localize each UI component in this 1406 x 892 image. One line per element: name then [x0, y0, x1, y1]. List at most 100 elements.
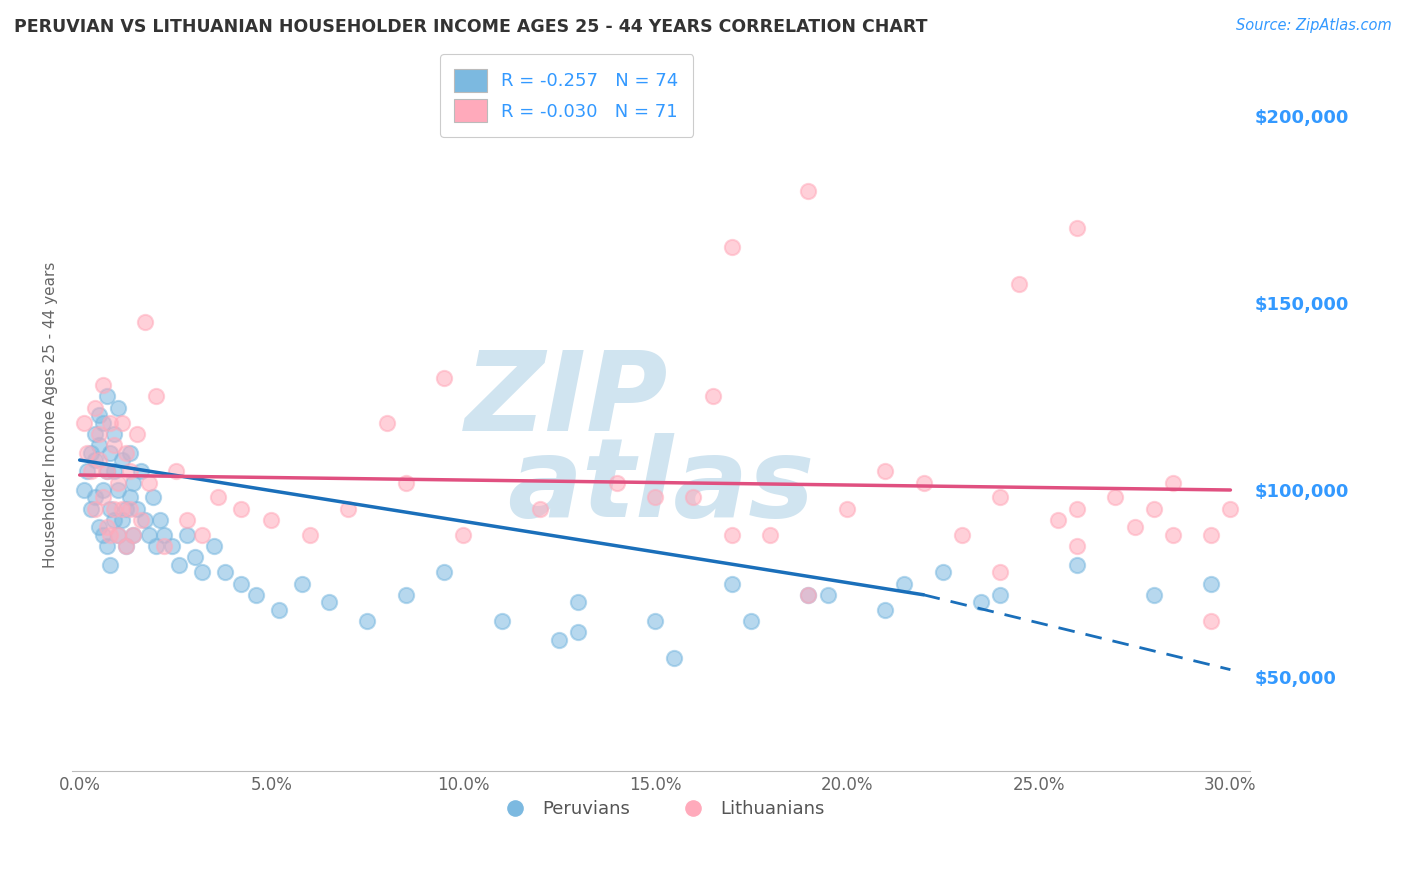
Point — [145, 389, 167, 403]
Point — [1161, 475, 1184, 490]
Point — [103, 464, 125, 478]
Point — [932, 566, 955, 580]
Point — [169, 558, 191, 572]
Point — [87, 408, 110, 422]
Point — [142, 491, 165, 505]
Point — [720, 240, 742, 254]
Point — [111, 513, 134, 527]
Point — [318, 595, 340, 609]
Point — [87, 426, 110, 441]
Point — [107, 401, 129, 415]
Point — [145, 539, 167, 553]
Point — [72, 483, 94, 497]
Point — [875, 603, 897, 617]
Point — [114, 445, 136, 459]
Point — [118, 445, 141, 459]
Point — [107, 483, 129, 497]
Point — [1161, 528, 1184, 542]
Point — [122, 475, 145, 490]
Point — [127, 501, 149, 516]
Point — [103, 513, 125, 527]
Point — [214, 566, 236, 580]
Point — [160, 539, 183, 553]
Point — [433, 370, 456, 384]
Point — [229, 576, 252, 591]
Point — [134, 513, 156, 527]
Point — [1143, 501, 1166, 516]
Point — [96, 389, 118, 403]
Point — [1199, 576, 1222, 591]
Point — [291, 576, 314, 591]
Point — [491, 614, 513, 628]
Point — [176, 513, 198, 527]
Point — [87, 438, 110, 452]
Point — [91, 491, 114, 505]
Point — [98, 501, 121, 516]
Point — [720, 528, 742, 542]
Point — [797, 184, 820, 198]
Point — [91, 378, 114, 392]
Point — [356, 614, 378, 628]
Point — [114, 501, 136, 516]
Point — [103, 426, 125, 441]
Point — [96, 464, 118, 478]
Point — [664, 651, 686, 665]
Text: atlas: atlas — [508, 433, 814, 540]
Point — [1219, 501, 1241, 516]
Point — [138, 475, 160, 490]
Point — [529, 501, 551, 516]
Point — [129, 513, 152, 527]
Point — [138, 528, 160, 542]
Point — [184, 550, 207, 565]
Point — [165, 464, 187, 478]
Point — [107, 528, 129, 542]
Text: ZIP: ZIP — [465, 347, 668, 454]
Point — [912, 475, 935, 490]
Point — [176, 528, 198, 542]
Point — [98, 416, 121, 430]
Point — [76, 445, 98, 459]
Point — [395, 475, 418, 490]
Point — [988, 588, 1011, 602]
Point — [103, 438, 125, 452]
Point — [720, 576, 742, 591]
Point — [817, 588, 839, 602]
Point — [122, 528, 145, 542]
Point — [91, 416, 114, 430]
Point — [229, 501, 252, 516]
Text: PERUVIAN VS LITHUANIAN HOUSEHOLDER INCOME AGES 25 - 44 YEARS CORRELATION CHART: PERUVIAN VS LITHUANIAN HOUSEHOLDER INCOM… — [14, 18, 928, 36]
Point — [111, 416, 134, 430]
Point — [1199, 528, 1222, 542]
Point — [96, 539, 118, 553]
Point — [759, 528, 782, 542]
Point — [191, 566, 214, 580]
Point — [269, 603, 291, 617]
Point — [96, 520, 118, 534]
Point — [702, 389, 724, 403]
Point — [91, 528, 114, 542]
Point — [567, 625, 589, 640]
Point — [98, 558, 121, 572]
Point — [835, 501, 858, 516]
Point — [1066, 221, 1088, 235]
Point — [1008, 277, 1031, 292]
Point — [797, 588, 820, 602]
Point — [103, 501, 125, 516]
Point — [548, 632, 571, 647]
Point — [337, 501, 360, 516]
Point — [118, 501, 141, 516]
Point — [1123, 520, 1146, 534]
Point — [87, 453, 110, 467]
Point — [153, 528, 176, 542]
Point — [644, 614, 666, 628]
Point — [1104, 491, 1126, 505]
Point — [893, 576, 915, 591]
Point — [80, 464, 103, 478]
Point — [207, 491, 229, 505]
Point — [191, 528, 214, 542]
Point — [84, 426, 107, 441]
Point — [950, 528, 973, 542]
Point — [797, 588, 820, 602]
Point — [84, 501, 107, 516]
Point — [153, 539, 176, 553]
